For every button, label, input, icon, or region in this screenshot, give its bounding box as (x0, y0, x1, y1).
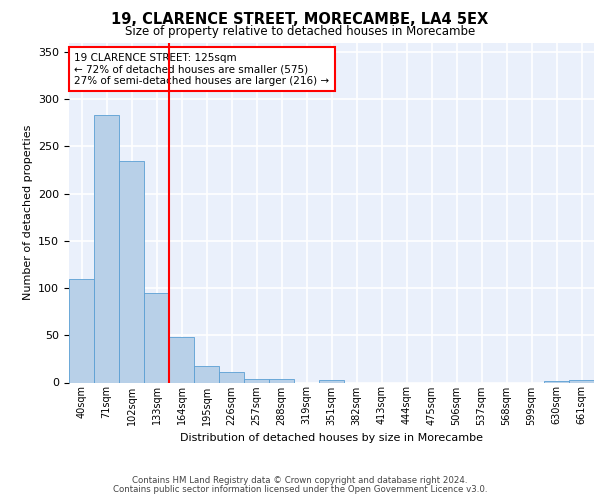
Bar (194, 366, 219, 382)
Bar (569, 380, 594, 382)
Text: Size of property relative to detached houses in Morecambe: Size of property relative to detached ho… (125, 25, 475, 38)
Text: 19, CLARENCE STREET, MORECAMBE, LA4 5EX: 19, CLARENCE STREET, MORECAMBE, LA4 5EX (112, 12, 488, 28)
Bar (269, 378, 294, 382)
Bar (119, 162, 144, 382)
Text: Contains HM Land Registry data © Crown copyright and database right 2024.: Contains HM Land Registry data © Crown c… (132, 476, 468, 485)
Bar (144, 293, 169, 382)
Bar (319, 380, 344, 382)
X-axis label: Distribution of detached houses by size in Morecambe: Distribution of detached houses by size … (180, 433, 483, 443)
Bar (244, 378, 269, 382)
Bar (69, 278, 94, 382)
Bar (169, 337, 194, 382)
Bar (544, 380, 569, 382)
Text: Contains public sector information licensed under the Open Government Licence v3: Contains public sector information licen… (113, 485, 487, 494)
Y-axis label: Number of detached properties: Number of detached properties (23, 125, 32, 300)
Bar (219, 372, 244, 382)
Bar (94, 115, 119, 382)
Text: 19 CLARENCE STREET: 125sqm
← 72% of detached houses are smaller (575)
27% of sem: 19 CLARENCE STREET: 125sqm ← 72% of deta… (74, 52, 329, 86)
